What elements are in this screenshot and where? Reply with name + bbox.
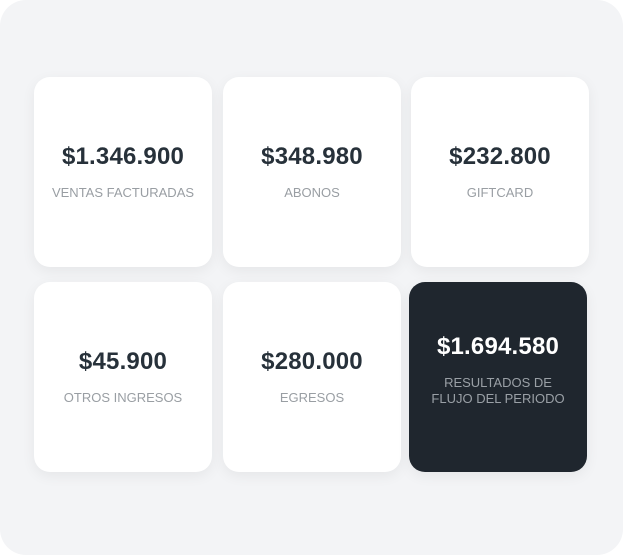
card-resultados-flujo: $1.694.580 RESULTADOS DE FLUJO DEL PERIO… — [409, 282, 587, 472]
card-label: EGRESOS — [279, 390, 345, 405]
card-giftcard: $232.800 GIFTCARD — [411, 77, 589, 267]
card-ventas-facturadas: $1.346.900 VENTAS FACTURADAS — [34, 77, 212, 267]
card-value: $348.980 — [261, 143, 363, 170]
card-value: $280.000 — [261, 348, 363, 375]
card-value: $232.800 — [449, 143, 551, 170]
card-value: $45.900 — [78, 348, 168, 375]
card-value: $1.346.900 — [61, 143, 185, 170]
card-egresos: $280.000 EGRESOS — [223, 282, 401, 472]
card-label: VENTAS FACTURADAS — [51, 185, 195, 200]
card-abonos: $348.980 ABONOS — [223, 77, 401, 267]
card-label: GIFTCARD — [466, 185, 534, 200]
card-value: $1.694.580 — [436, 333, 560, 360]
card-label: OTROS INGRESOS — [63, 390, 183, 405]
card-label: ABONOS — [284, 185, 340, 200]
card-otros-ingresos: $45.900 OTROS INGRESOS — [34, 282, 212, 472]
card-label: RESULTADOS DE FLUJO DEL PERIODO — [431, 375, 565, 406]
